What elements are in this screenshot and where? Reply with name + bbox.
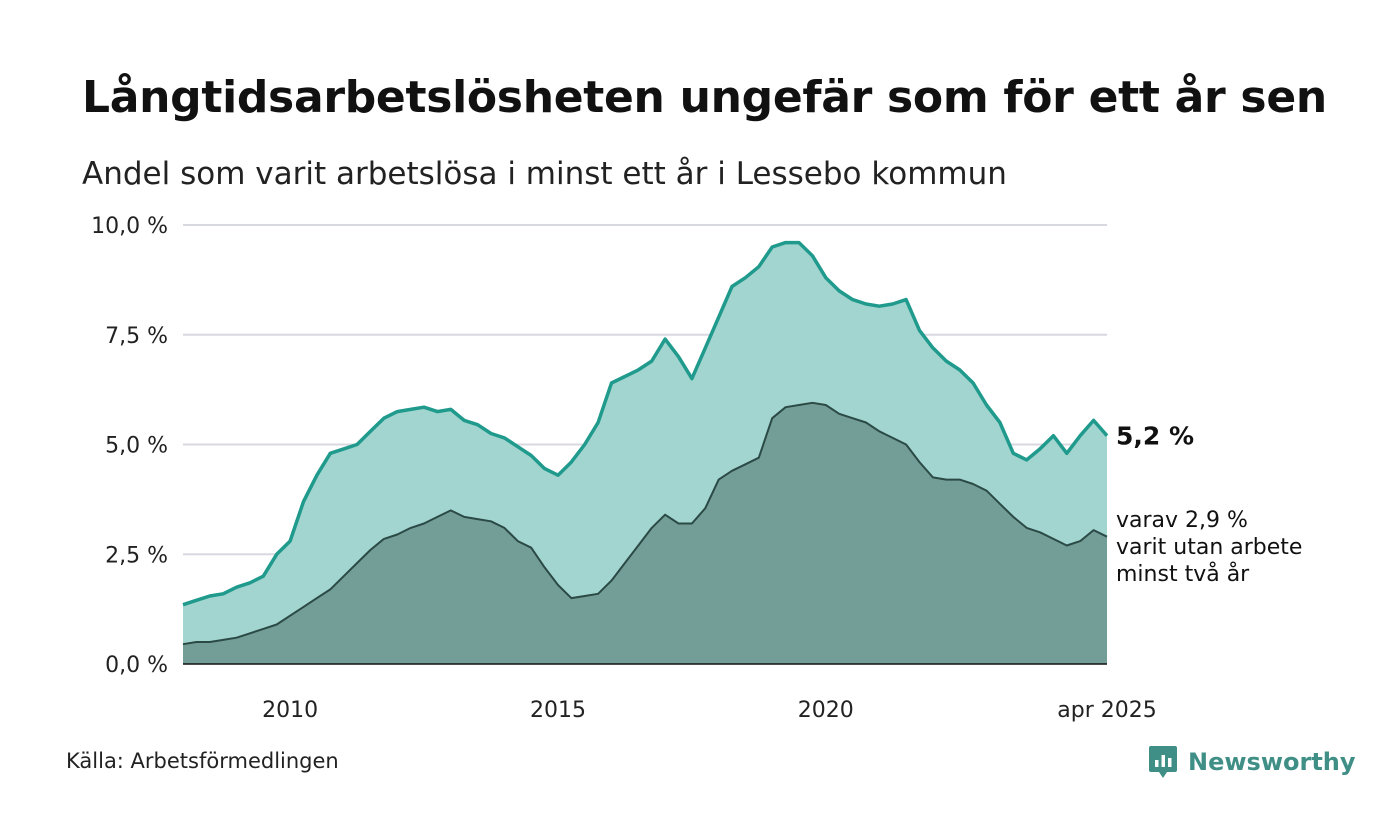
x-tick-label: 2020 (798, 698, 854, 723)
brand-name: Newsworthy (1188, 748, 1356, 776)
chart-subtitle: Andel som varit arbetslösa i minst ett å… (82, 156, 1007, 192)
y-tick-label: 10,0 % (91, 214, 168, 239)
inner-end-label-line: varav 2,9 % (1116, 508, 1248, 533)
inner-area (183, 402, 1107, 664)
y-tick-label: 0,0 % (105, 653, 168, 678)
inner-end-label-line: minst två år (1116, 561, 1250, 587)
outer-line (182, 240, 1109, 607)
x-tick-label: 2010 (262, 698, 318, 723)
x-tick-label: apr 2025 (1057, 698, 1156, 723)
outer-end-label: 5,2 % (1116, 422, 1194, 451)
source-note: Källa: Arbetsförmedlingen (66, 749, 339, 773)
y-tick-label: 5,0 % (105, 434, 168, 459)
inner-line (182, 401, 1108, 646)
chart-title: Långtidsarbetslösheten ungefär som för e… (82, 72, 1327, 123)
inner-end-label-line: varit utan arbete (1116, 535, 1302, 560)
y-axis: 0,0 % 2,5 % 5,0 % 7,5 % 10,0 % (91, 214, 168, 678)
inner-end-label: varav 2,9 % varit utan arbete minst två år (1116, 508, 1302, 587)
x-tick-label: 2015 (530, 698, 586, 723)
newsworthy-chart-bubble-icon (1149, 746, 1177, 778)
y-tick-label: 2,5 % (105, 543, 168, 568)
x-axis: 2010 2015 2020 apr 2025 (262, 698, 1157, 723)
y-tick-label: 7,5 % (105, 324, 168, 349)
brand-logo[interactable]: Newsworthy (1148, 744, 1356, 780)
